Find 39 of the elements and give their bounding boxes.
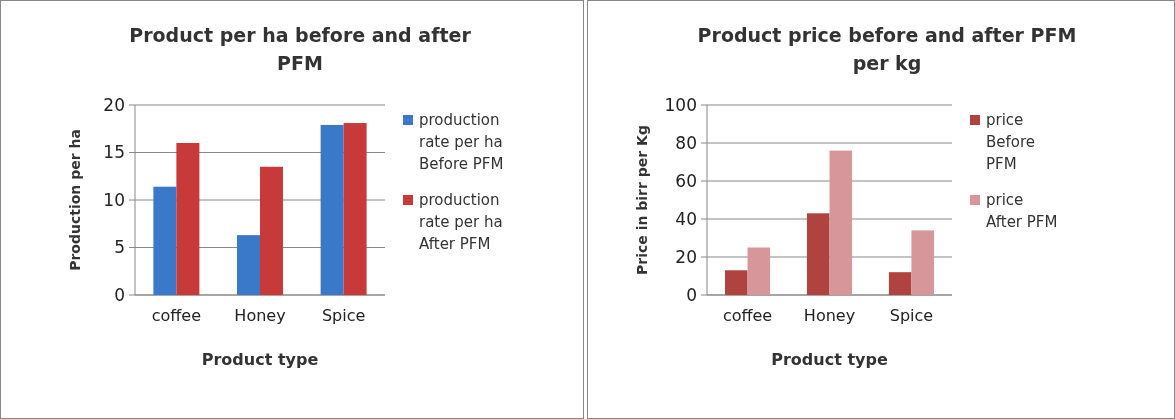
y-tick-label: 60 [675, 170, 697, 191]
y-tick-label: 40 [675, 208, 697, 229]
bar [806, 213, 830, 295]
y-axis-title: Production per ha [67, 129, 83, 271]
x-axis-title: Product type [201, 350, 319, 369]
y-tick-label: 0 [686, 284, 697, 305]
y-tick-label: 5 [114, 237, 125, 258]
legend-label: production rate per ha Before PFM [419, 111, 504, 173]
bar [725, 270, 748, 295]
y-tick-label: 80 [675, 132, 697, 153]
bar [153, 186, 177, 295]
bar [343, 123, 367, 295]
y-tick-label: 15 [103, 142, 125, 163]
x-tick-label: Spice [321, 306, 366, 325]
chart-title: Product per ha before and after PFM [129, 24, 472, 74]
x-axis-title: Product type [771, 350, 888, 369]
bar [237, 235, 260, 295]
chart-title: Product price before and after PFM per kg [697, 24, 1077, 74]
y-tick-label: 100 [664, 94, 697, 115]
x-tick-label: coffee [722, 306, 773, 325]
bar [320, 124, 344, 295]
bar [260, 166, 283, 295]
y-tick-label: 20 [103, 94, 125, 115]
x-tick-label: Honey [803, 306, 856, 325]
bar [888, 272, 912, 295]
legend-label: production rate per ha After PFM [419, 191, 503, 253]
bar [829, 150, 853, 295]
y-tick-label: 0 [114, 284, 125, 305]
x-tick-label: Spice [889, 306, 934, 325]
bar [911, 230, 934, 295]
legend-label: price Before PFM [986, 111, 1036, 173]
bar [747, 247, 771, 295]
y-axis-title: Price in birr per Kg [634, 125, 650, 275]
y-tick-label: 20 [675, 246, 697, 267]
x-tick-label: coffee [151, 306, 202, 325]
bar [176, 143, 200, 295]
legend-label: price After PFM [986, 191, 1058, 231]
x-tick-label: Honey [234, 306, 286, 325]
y-tick-label: 10 [103, 189, 125, 210]
